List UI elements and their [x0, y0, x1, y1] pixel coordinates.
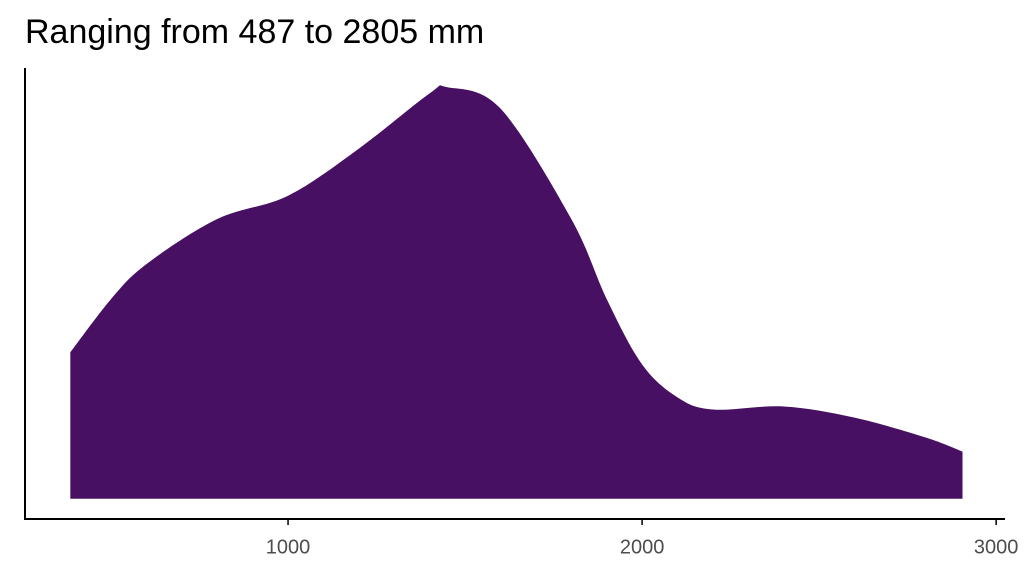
density-area — [70, 85, 963, 499]
x-tick-label: 1000 — [266, 536, 311, 558]
x-tick-label: 3000 — [974, 536, 1019, 558]
chart-title: Ranging from 487 to 2805 mm — [25, 13, 484, 51]
x-tick-label: 2000 — [620, 536, 665, 558]
